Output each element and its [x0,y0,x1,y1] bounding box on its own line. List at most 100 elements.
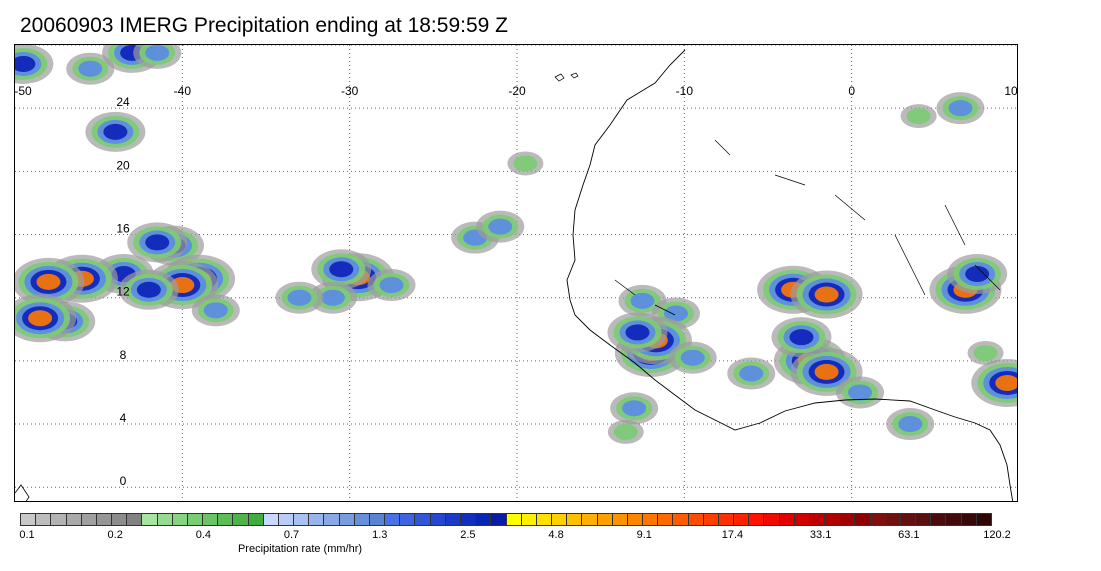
colorbar-cell [112,514,128,525]
colorbar-title: Precipitation rate (mm/hr) [237,543,363,555]
colorbar-cell [643,514,659,525]
colorbar-cell [946,514,962,525]
lat-tick-label: 8 [120,348,127,362]
africa-coastline [566,49,1014,501]
lat-tick-label: 24 [116,95,130,109]
colorbar-cell [36,514,52,525]
colorbar-cell [400,514,416,525]
precip-cell [15,257,85,306]
precip-cell [127,222,188,263]
colorbar-cell [142,514,158,525]
colorbar-cell [203,514,219,525]
precip-cell [900,104,937,129]
precip-cell [118,269,179,310]
precip-level [78,60,103,77]
colorbar-cell [460,514,477,525]
precip-level [613,423,638,440]
precipitation-map: -50 -40 -30 -20 -10 0 10 28 24 20 16 12 8 4 0 [14,44,1018,502]
lat-tick-label: 4 [120,411,127,425]
precip-level [625,324,650,341]
precip-cell [133,45,182,69]
colorbar-tick-label: 4.8 [548,529,564,541]
colorbar-cell [885,514,901,525]
colorbar-cell [749,514,765,525]
colorbar-cell [354,514,370,525]
precip-cell [607,419,644,444]
precip-level [973,344,998,361]
precip-level [329,261,354,278]
colorbar-cell [597,514,613,525]
precip-cell [610,392,659,425]
colorbar-cell [324,514,340,525]
precip-level [814,363,839,380]
colorbar-cell [430,514,446,525]
lon-tick-label: -30 [341,84,359,98]
colorbar-cell [263,514,279,525]
colorbar-cell [415,514,431,525]
lat-tick-label: 12 [116,285,130,299]
axis-tick-labels: -50 -40 -30 -20 -10 0 10 28 24 20 16 12 8 4 0 [15,45,1018,488]
colorbar-cell [855,514,871,525]
precip-level [136,281,161,298]
colorbar-cell [187,514,204,525]
precipitation-field [15,45,1017,444]
precip-level [965,266,990,282]
colorbar-cell [916,514,932,525]
lon-tick-label: 10 [1004,84,1018,98]
colorbar-cell [278,514,295,525]
precip-cell [727,357,776,390]
colorbar-cell [66,514,82,525]
precip-cell [771,317,832,358]
colorbar-cell [21,514,37,525]
colorbar-tick-label: 9.1 [636,529,652,541]
colorbar-cell [931,514,947,525]
colorbar-cell [825,514,841,525]
colorbar-cell [536,514,553,525]
colorbar-cell [51,514,67,525]
brazil-coast [15,484,30,501]
colorbar-cell [627,514,644,525]
colorbar-cell [552,514,568,525]
precip-level [36,273,61,290]
precip-cell [15,45,54,84]
precip-cell [607,312,668,353]
precip-level [103,123,128,140]
colorbar-cell [218,514,234,525]
colorbar-cell [794,514,810,525]
precip-level [488,218,513,235]
precip-cell [886,408,935,441]
colorbar-tick-label: 2.5 [460,529,476,541]
lat-tick-label: 0 [120,474,127,488]
colorbar-cell [248,514,264,525]
precip-level [995,374,1017,391]
precip-level [663,305,688,322]
colorbar-cell [779,514,795,525]
colorbar-tick-label: 0.4 [195,529,212,541]
colorbar-cell [445,514,461,525]
lon-tick-label: -40 [174,84,192,98]
precip-cell [476,210,525,243]
colorbar-cell [870,514,886,525]
colorbar-cell [81,514,97,525]
precip-level [948,100,973,117]
precip-level [789,329,814,346]
precip-cell [967,340,1004,365]
precip-cell [836,376,885,409]
precip-cell [66,52,115,85]
colorbar-cell [339,514,355,525]
precip-cell [936,92,985,125]
precip-level [28,310,53,327]
colorbar-cell [127,514,143,525]
precip-cell [85,111,146,152]
lon-tick-label: -10 [676,84,694,98]
colorbar-cell [294,514,310,525]
colorbar-cell [809,514,826,525]
colorbar-cell [688,514,704,525]
colorbar-cell [172,514,188,525]
precip-level [630,292,655,309]
lon-tick-label: -50 [15,84,32,98]
canary-islands [554,72,579,82]
colorbar-cell [703,514,719,525]
precip-level [513,155,538,172]
precip-cell [971,358,1017,407]
